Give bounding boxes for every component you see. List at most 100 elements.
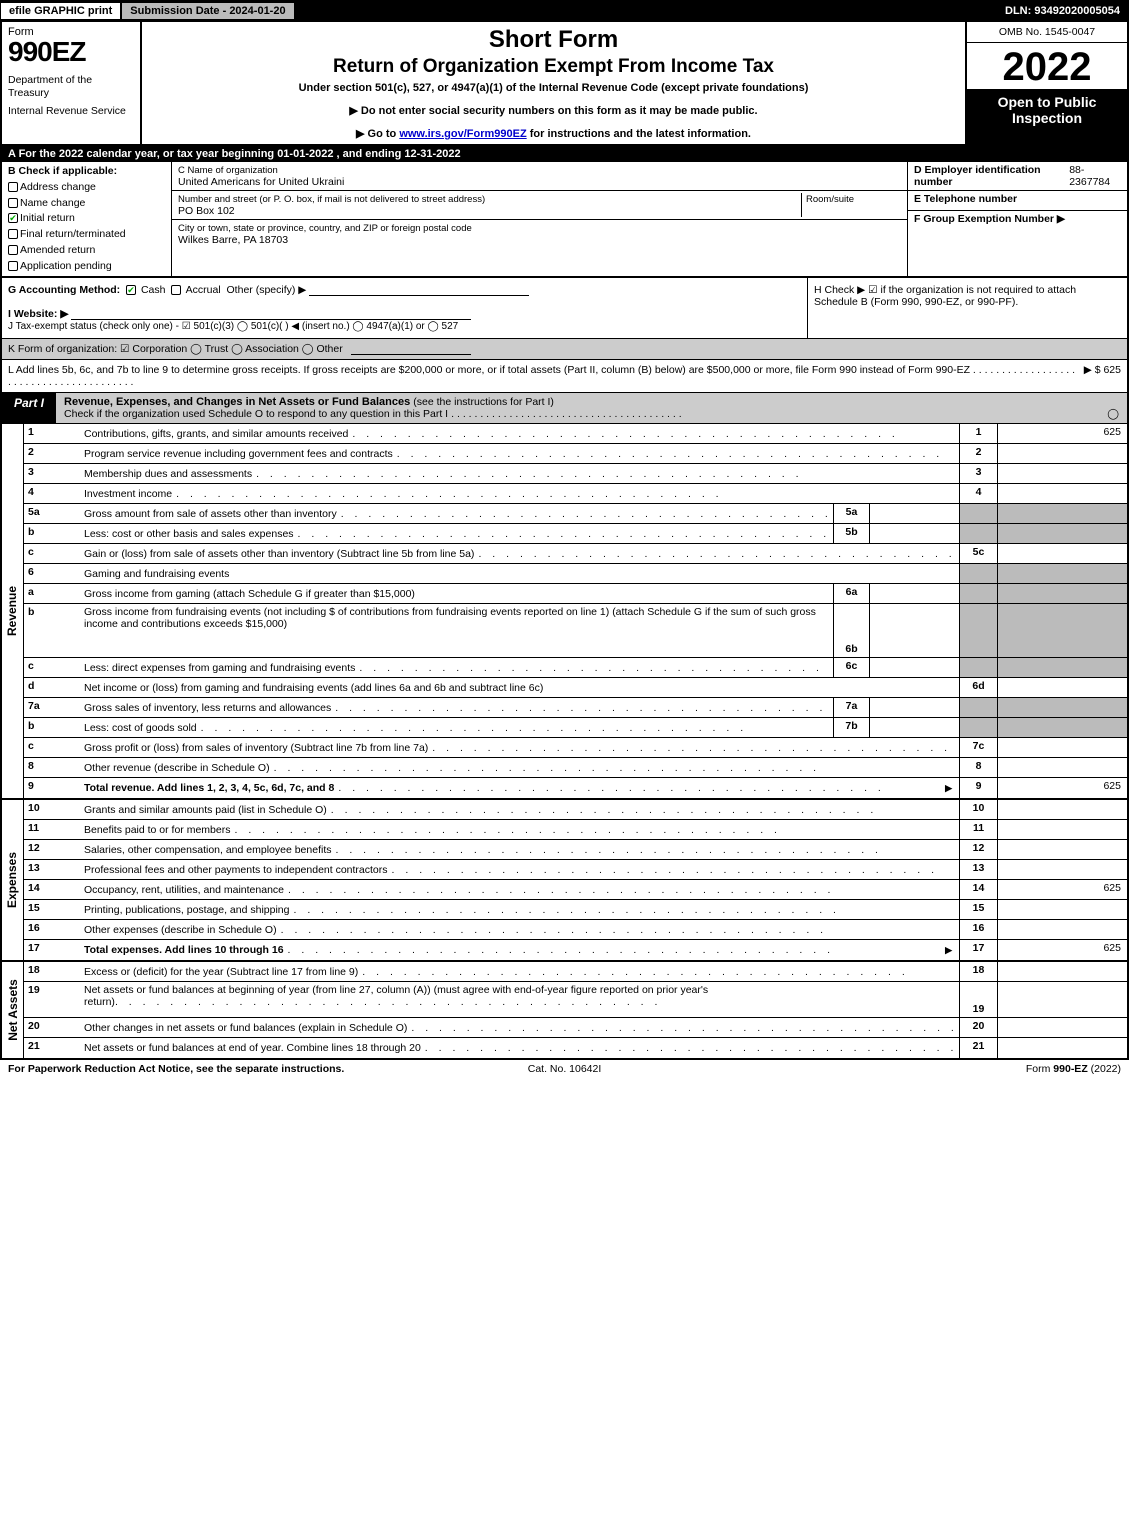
line-18: 18 Excess or (deficit) for the year (Sub… xyxy=(24,962,1127,982)
netassets-table: Net Assets 18 Excess or (deficit) for th… xyxy=(0,962,1129,1060)
netassets-side-label: Net Assets xyxy=(2,962,24,1058)
dln: DLN: 93492020005054 xyxy=(997,3,1128,19)
expenses-table: Expenses 10 Grants and similar amounts p… xyxy=(0,800,1129,962)
val-7b xyxy=(869,718,959,737)
cb-name-change[interactable]: Name change xyxy=(8,196,165,212)
cb-accrual[interactable] xyxy=(171,285,181,295)
line-8: 8 Other revenue (describe in Schedule O)… xyxy=(24,758,1127,778)
cb-initial-return[interactable]: Initial return xyxy=(8,211,165,227)
org-name: United Americans for United Ukraini xyxy=(178,176,344,188)
tel-label: E Telephone number xyxy=(914,193,1017,208)
part-i-title: Revenue, Expenses, and Changes in Net As… xyxy=(56,393,1127,423)
l-gross-receipts: L Add lines 5b, 6c, and 7b to line 9 to … xyxy=(0,360,1129,393)
line-1: 1 Contributions, gifts, grants, and simi… xyxy=(24,424,1127,444)
c-addr-label: Number and street (or P. O. box, if mail… xyxy=(178,194,485,205)
tax-year: 2022 xyxy=(967,43,1127,90)
bullet-ssn: ▶ Do not enter social security numbers o… xyxy=(150,104,957,117)
g-accounting: G Accounting Method: Cash Accrual Other … xyxy=(2,278,807,338)
row-a-calendar-year: A For the 2022 calendar year, or tax yea… xyxy=(0,146,1129,162)
expenses-rows: 10 Grants and similar amounts paid (list… xyxy=(24,800,1127,960)
part-i-header: Part I Revenue, Expenses, and Changes in… xyxy=(0,393,1129,424)
cb-cash[interactable] xyxy=(126,285,136,295)
top-bar: efile GRAPHIC print Submission Date - 20… xyxy=(0,0,1129,22)
line-6c: c Less: direct expenses from gaming and … xyxy=(24,658,1127,678)
cb-address-change[interactable]: Address change xyxy=(8,180,165,196)
c-addr-row: Number and street (or P. O. box, if mail… xyxy=(172,191,907,220)
other-specify-line[interactable] xyxy=(309,284,529,296)
omb-number: OMB No. 1545-0047 xyxy=(967,22,1127,43)
line-16: 16 Other expenses (describe in Schedule … xyxy=(24,920,1127,940)
cb-final-return[interactable]: Final return/terminated xyxy=(8,227,165,243)
cb-amended-return[interactable]: Amended return xyxy=(8,243,165,259)
title-short-form: Short Form xyxy=(150,26,957,54)
g-label: G Accounting Method: xyxy=(8,284,120,296)
line-13: 13 Professional fees and other payments … xyxy=(24,860,1127,880)
val-5a xyxy=(869,504,959,523)
line-11: 11 Benefits paid to or for members. . . … xyxy=(24,820,1127,840)
line-2: 2 Program service revenue including gove… xyxy=(24,444,1127,464)
dept-treasury: Department of the Treasury xyxy=(8,74,134,99)
e-telephone: E Telephone number xyxy=(908,191,1127,211)
line-7a: 7a Gross sales of inventory, less return… xyxy=(24,698,1127,718)
group-label: F Group Exemption Number ▶ xyxy=(914,213,1065,274)
val-5b xyxy=(869,524,959,543)
c-name-label: C Name of organization xyxy=(178,165,278,176)
goto-post: for instructions and the latest informat… xyxy=(527,128,751,140)
submission-date: Submission Date - 2024-01-20 xyxy=(122,3,295,19)
line-5b: b Less: cost or other basis and sales ex… xyxy=(24,524,1127,544)
l-amount: ▶ $ 625 xyxy=(1084,364,1121,376)
line-12: 12 Salaries, other compensation, and emp… xyxy=(24,840,1127,860)
expenses-side-label: Expenses xyxy=(2,800,24,960)
ein-label: D Employer identification number xyxy=(914,164,1069,188)
revenue-table: Revenue 1 Contributions, gifts, grants, … xyxy=(0,424,1129,800)
line-15: 15 Printing, publications, postage, and … xyxy=(24,900,1127,920)
k-other-line[interactable] xyxy=(351,343,471,355)
k-text: K Form of organization: ☑ Corporation ◯ … xyxy=(8,343,343,355)
irs-label: Internal Revenue Service xyxy=(8,105,134,118)
line-7b: b Less: cost of goods sold. . . . . . . … xyxy=(24,718,1127,738)
form-ref: Form 990-EZ (2022) xyxy=(601,1063,1121,1075)
line-6d: d Net income or (loss) from gaming and f… xyxy=(24,678,1127,698)
i-website-label: I Website: ▶ xyxy=(8,308,68,320)
arrow-icon xyxy=(942,944,955,956)
efile-print[interactable]: efile GRAPHIC print xyxy=(1,3,122,19)
arrow-icon xyxy=(942,782,955,794)
line-9: 9 Total revenue. Add lines 1, 2, 3, 4, 5… xyxy=(24,778,1127,798)
goto-pre: ▶ Go to xyxy=(356,128,399,140)
org-city: Wilkes Barre, PA 18703 xyxy=(178,234,288,246)
d-ein: D Employer identification number 88-2367… xyxy=(908,162,1127,191)
line-10: 10 Grants and similar amounts paid (list… xyxy=(24,800,1127,820)
line-17: 17 Total expenses. Add lines 10 through … xyxy=(24,940,1127,960)
h-text: H Check ▶ ☑ if the organization is not r… xyxy=(814,284,1076,308)
f-group-exemption: F Group Exemption Number ▶ xyxy=(908,211,1127,276)
header-right: OMB No. 1545-0047 2022 Open to Public In… xyxy=(967,22,1127,144)
h-schedule-b: H Check ▶ ☑ if the organization is not r… xyxy=(807,278,1127,338)
part-i-tag: Part I xyxy=(2,393,56,423)
col-c-org-info: C Name of organization United Americans … xyxy=(172,162,907,276)
line-5c: c Gain or (loss) from sale of assets oth… xyxy=(24,544,1127,564)
val-6c xyxy=(869,658,959,677)
line-4: 4 Investment income. . . . . . . . . . .… xyxy=(24,484,1127,504)
c-city-label: City or town, state or province, country… xyxy=(178,223,472,234)
line-6: 6 Gaming and fundraising events xyxy=(24,564,1127,584)
header-center: Short Form Return of Organization Exempt… xyxy=(142,22,967,144)
b-heading: B Check if applicable: xyxy=(8,164,165,180)
line-14: 14 Occupancy, rent, utilities, and maint… xyxy=(24,880,1127,900)
paperwork-notice: For Paperwork Reduction Act Notice, see … xyxy=(8,1063,528,1075)
section-bcd: B Check if applicable: Address change Na… xyxy=(0,162,1129,278)
title-return: Return of Organization Exempt From Incom… xyxy=(150,56,957,78)
col-b-checkboxes: B Check if applicable: Address change Na… xyxy=(2,162,172,276)
revenue-rows: 1 Contributions, gifts, grants, and simi… xyxy=(24,424,1127,798)
netassets-rows: 18 Excess or (deficit) for the year (Sub… xyxy=(24,962,1127,1058)
c-city-row: City or town, state or province, country… xyxy=(172,220,907,248)
org-address: PO Box 102 xyxy=(178,205,235,217)
line-20: 20 Other changes in net assets or fund b… xyxy=(24,1018,1127,1038)
website-line[interactable] xyxy=(71,308,471,320)
line-6b: b Gross income from fundraising events (… xyxy=(24,604,1127,658)
revenue-side-label: Revenue xyxy=(2,424,24,798)
col-d-ein: D Employer identification number 88-2367… xyxy=(907,162,1127,276)
cb-application-pending[interactable]: Application pending xyxy=(8,259,165,275)
line-6a: a Gross income from gaming (attach Sched… xyxy=(24,584,1127,604)
irs-link[interactable]: www.irs.gov/Form990EZ xyxy=(399,128,526,140)
k-form-of-org: K Form of organization: ☑ Corporation ◯ … xyxy=(0,339,1129,360)
